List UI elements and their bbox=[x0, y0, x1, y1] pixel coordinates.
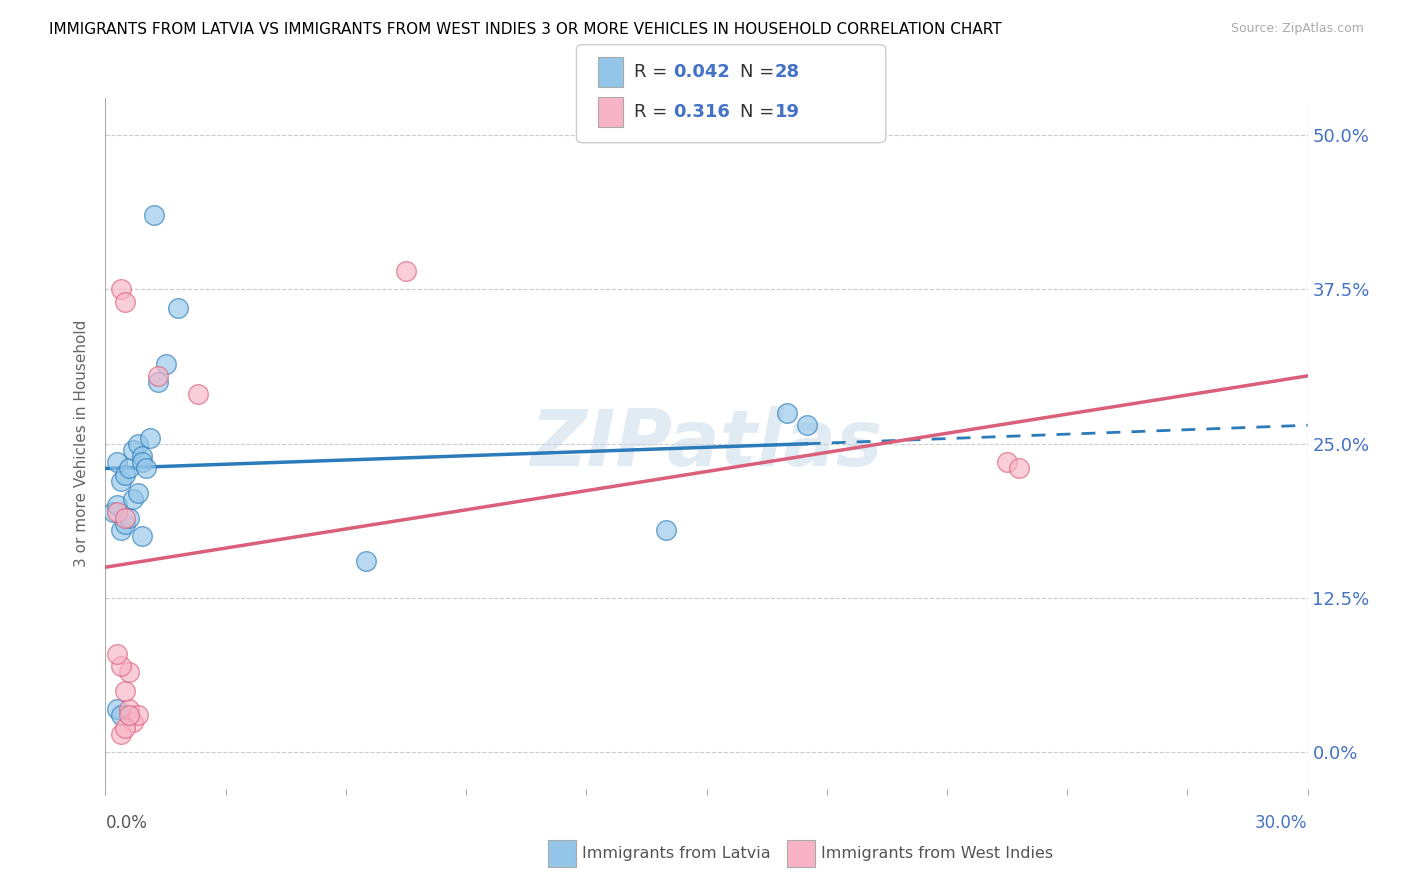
Text: R =: R = bbox=[634, 103, 673, 121]
Point bbox=[122, 492, 145, 507]
Point bbox=[114, 294, 136, 309]
Point bbox=[395, 264, 418, 278]
Point bbox=[114, 683, 136, 698]
Point bbox=[110, 523, 132, 537]
Text: 28: 28 bbox=[775, 62, 800, 81]
Point bbox=[114, 721, 136, 735]
Text: Source: ZipAtlas.com: Source: ZipAtlas.com bbox=[1230, 22, 1364, 36]
Point bbox=[107, 647, 129, 661]
Text: Immigrants from West Indies: Immigrants from West Indies bbox=[821, 847, 1053, 861]
Point bbox=[776, 406, 799, 420]
Point bbox=[995, 455, 1018, 469]
Text: N =: N = bbox=[740, 62, 779, 81]
Point bbox=[118, 708, 141, 723]
Text: 30.0%: 30.0% bbox=[1256, 814, 1308, 832]
Point bbox=[107, 455, 129, 469]
Text: R =: R = bbox=[634, 62, 673, 81]
Point bbox=[118, 665, 141, 680]
Text: ZIPatlas: ZIPatlas bbox=[530, 406, 883, 482]
Point bbox=[187, 387, 209, 401]
Text: 0.0%: 0.0% bbox=[105, 814, 148, 832]
Point bbox=[135, 461, 157, 475]
Point bbox=[146, 375, 169, 389]
Point bbox=[110, 727, 132, 741]
Point bbox=[114, 467, 136, 482]
Point bbox=[142, 208, 165, 222]
Point bbox=[131, 529, 153, 543]
Point bbox=[110, 283, 132, 297]
Point bbox=[127, 708, 149, 723]
Point bbox=[138, 431, 160, 445]
Point bbox=[118, 511, 141, 525]
Point bbox=[131, 449, 153, 463]
Point bbox=[110, 708, 132, 723]
Text: 19: 19 bbox=[775, 103, 800, 121]
Point bbox=[127, 437, 149, 451]
Point bbox=[107, 702, 129, 716]
Point bbox=[114, 511, 136, 525]
Text: Immigrants from Latvia: Immigrants from Latvia bbox=[582, 847, 770, 861]
Text: 0.042: 0.042 bbox=[673, 62, 730, 81]
Point bbox=[110, 474, 132, 488]
Point bbox=[118, 461, 141, 475]
Point bbox=[103, 505, 125, 519]
Point bbox=[1008, 461, 1031, 475]
Point bbox=[127, 486, 149, 500]
Point bbox=[114, 516, 136, 531]
Point bbox=[796, 418, 818, 433]
Point bbox=[166, 301, 188, 315]
Y-axis label: 3 or more Vehicles in Household: 3 or more Vehicles in Household bbox=[75, 320, 90, 567]
Point bbox=[155, 357, 177, 371]
Point bbox=[146, 368, 169, 383]
Text: N =: N = bbox=[740, 103, 779, 121]
Text: 0.316: 0.316 bbox=[673, 103, 730, 121]
Point bbox=[118, 702, 141, 716]
Point bbox=[107, 505, 129, 519]
Point bbox=[354, 554, 377, 568]
Point bbox=[107, 499, 129, 513]
Point bbox=[110, 659, 132, 673]
Point bbox=[122, 714, 145, 729]
Point bbox=[131, 455, 153, 469]
Text: IMMIGRANTS FROM LATVIA VS IMMIGRANTS FROM WEST INDIES 3 OR MORE VEHICLES IN HOUS: IMMIGRANTS FROM LATVIA VS IMMIGRANTS FRO… bbox=[49, 22, 1002, 37]
Point bbox=[655, 523, 678, 537]
Point bbox=[122, 442, 145, 457]
